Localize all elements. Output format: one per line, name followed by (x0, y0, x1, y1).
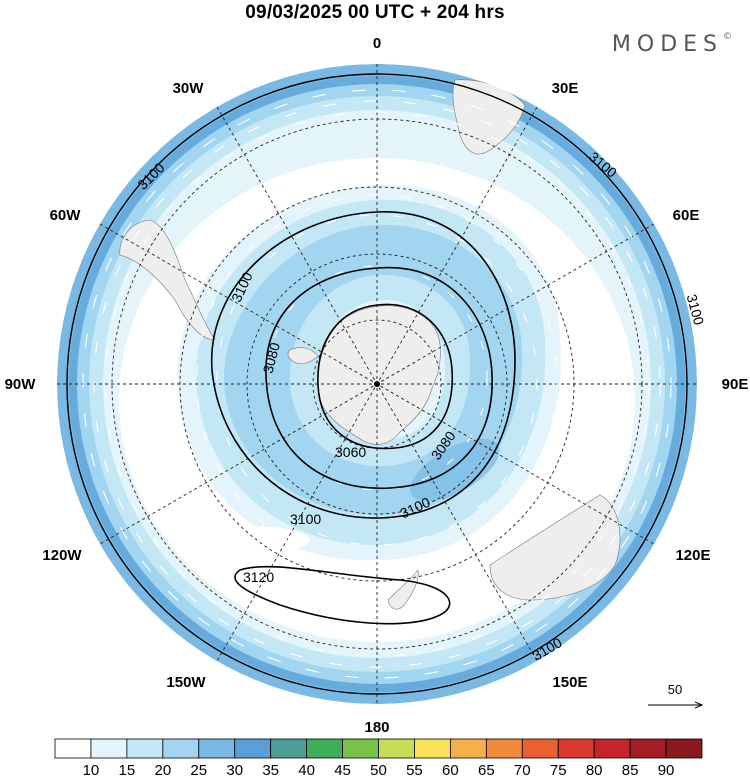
colorbar-tick-label: 75 (550, 762, 567, 779)
colorbar-swatch (378, 738, 415, 759)
lon-label: 60E (673, 207, 700, 224)
colorbar-swatch (449, 738, 487, 759)
colorbar-tick-label: 65 (478, 762, 495, 779)
colorbar-tick-label: 30 (226, 762, 243, 779)
map-title: 09/03/2025 00 UTC + 204 hrs (245, 2, 505, 23)
colorbar-tick-label: 80 (586, 762, 603, 779)
colorbar-tick-label: 25 (190, 762, 207, 779)
colorbar-tick-label: 15 (119, 762, 136, 779)
colorbar-tick-label: 40 (298, 762, 315, 779)
colorbar-tick-label: 70 (514, 762, 531, 779)
colorbar-tick-label: 50 (370, 762, 387, 779)
contour-label: 3120 (243, 569, 274, 585)
colorbar-swatch (593, 738, 631, 759)
colorbar-tick-label: 10 (83, 762, 100, 779)
contour-3060 (317, 303, 453, 450)
lon-label: 90E (722, 376, 749, 393)
lon-label: 30W (173, 80, 205, 97)
colorbar-tick-label: 60 (442, 762, 459, 779)
new-zealand (387, 569, 419, 610)
colorbar-swatch (126, 738, 164, 759)
longitude-labels: 0 30E 60E 90E 120E 150E 180 150W 120W 90… (5, 35, 749, 736)
colorbar-swatch (90, 738, 128, 759)
south-america (119, 219, 216, 341)
colorbar-swatch (306, 738, 343, 759)
reference-vector-label: 50 (668, 682, 682, 697)
antarctic-peninsula (287, 347, 319, 364)
reference-vector: 50 (648, 682, 702, 705)
contour-label: 3080 (260, 341, 284, 375)
colorbar-tick-label: 45 (334, 762, 351, 779)
lon-label: 0 (373, 35, 381, 52)
colorbar-swatch (485, 738, 523, 759)
colorbar-swatch (162, 738, 200, 759)
colorbar-swatch (270, 738, 308, 759)
brand-logo: MODES© (611, 32, 732, 57)
contour-label: 3100 (684, 292, 708, 326)
colorbar-tick-label: 55 (406, 762, 423, 779)
colorbar-swatch (557, 738, 595, 759)
colorbar-tick-label: 85 (622, 762, 639, 779)
colorbar-swatch (234, 738, 272, 759)
colorbar-swatch (342, 738, 379, 759)
lon-label: 150E (552, 674, 587, 691)
colorbar-swatch (54, 738, 92, 759)
contour-label: 3060 (335, 444, 366, 460)
contour-3100 (211, 211, 516, 519)
colorbar-swatch (665, 738, 703, 759)
lon-label: 150W (166, 674, 206, 691)
colorbar-swatch (629, 738, 667, 759)
lon-label: 60W (50, 207, 82, 224)
colorbar-tick-label: 35 (262, 762, 279, 779)
contour-3080 (265, 266, 493, 489)
colorbar-swatch (414, 738, 451, 759)
lon-label: 30E (552, 80, 579, 97)
lon-label: 120E (675, 547, 710, 564)
height-contours (66, 73, 688, 695)
wind-vectors (82, 89, 672, 679)
lon-label: 120W (42, 547, 82, 564)
contour-3120 (234, 565, 451, 625)
colorbar: 10 15 20 25 30 35 40 45 50 55 60 65 70 75 80 85 90 (54, 738, 703, 779)
colorbar-swatch (198, 738, 236, 759)
colorbar-swatch (521, 738, 559, 759)
lon-label: 180 (364, 719, 389, 736)
colorbar-tick-label: 90 (658, 762, 675, 779)
contour-label: 3100 (290, 511, 321, 527)
colorbar-tick-label: 20 (154, 762, 171, 779)
lon-label: 90W (5, 376, 37, 393)
